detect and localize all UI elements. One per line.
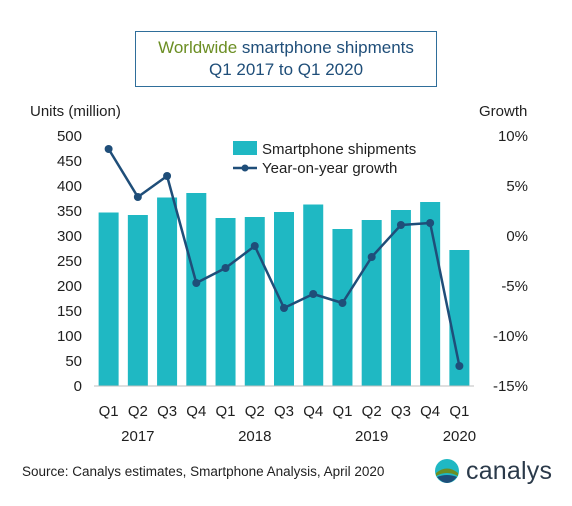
right-tick-label: -15% — [493, 378, 528, 395]
logo-text: canalys — [466, 456, 553, 485]
shipment-bar — [157, 197, 178, 386]
shipment-bar — [390, 210, 411, 386]
line-series — [104, 145, 464, 370]
x-year-label: 2019 — [355, 428, 388, 445]
shipment-bar — [186, 193, 207, 386]
x-axis-categories: Q1 Q2 Q3 Q4 Q1 Q2 Q3 Q4 Q1 Q2 Q3 Q4 Q1 — [99, 403, 470, 420]
growth-point — [163, 172, 172, 180]
x-category-label: Q1 — [99, 403, 119, 420]
left-tick-label: 350 — [57, 203, 82, 220]
shipment-bar — [98, 212, 119, 386]
left-tick-label: 400 — [57, 178, 82, 195]
growth-point — [338, 299, 347, 307]
left-axis-ticks: 0 50 100 150 200 250 300 350 400 450 500 — [57, 128, 82, 395]
chart-title-box: Worldwide smartphone shipments Q1 2017 t… — [135, 31, 437, 87]
left-axis-label: Units (million) — [30, 103, 121, 120]
x-category-label: Q1 — [216, 403, 236, 420]
x-category-label: Q4 — [186, 403, 206, 420]
canalys-globe-icon — [435, 459, 459, 483]
chart-title: Worldwide smartphone shipments — [136, 37, 436, 59]
growth-point — [367, 253, 376, 261]
chart-title-highlight: Worldwide — [158, 38, 238, 57]
chart-subtitle: Q1 2017 to Q1 2020 — [208, 60, 364, 79]
bar-series — [98, 193, 470, 386]
left-tick-label: 300 — [57, 228, 82, 245]
chart-title-rest: smartphone shipments — [237, 38, 414, 57]
right-tick-label: -5% — [501, 278, 528, 295]
x-category-label: Q4 — [303, 403, 323, 420]
shipment-bar — [215, 218, 236, 386]
growth-point — [104, 145, 113, 153]
right-tick-label: 0% — [506, 228, 528, 245]
growth-point — [426, 219, 435, 227]
x-year-label: 2018 — [238, 428, 271, 445]
legend-line-marker — [241, 164, 249, 172]
growth-point — [133, 193, 142, 201]
x-category-label: Q1 — [449, 403, 469, 420]
x-year-label: 2017 — [121, 428, 154, 445]
x-category-label: Q2 — [128, 403, 148, 420]
growth-point — [280, 304, 288, 312]
left-tick-label: 500 — [57, 128, 82, 145]
legend-bar-label: Smartphone shipments — [262, 141, 416, 158]
x-category-label: Q3 — [157, 403, 177, 420]
x-category-label: Q2 — [362, 403, 382, 420]
x-category-label: Q1 — [332, 403, 352, 420]
right-tick-label: 5% — [506, 178, 528, 195]
left-tick-label: 50 — [65, 353, 82, 370]
shipment-bar — [449, 250, 470, 386]
left-tick-label: 150 — [57, 303, 82, 320]
left-tick-label: 200 — [57, 278, 82, 295]
shipment-bar — [274, 212, 294, 386]
left-tick-label: 450 — [57, 153, 82, 170]
shipment-bar — [361, 220, 382, 386]
legend-bar-swatch — [233, 141, 257, 155]
growth-point — [250, 242, 259, 250]
growth-point — [221, 264, 230, 272]
growth-point — [309, 290, 318, 298]
source-note: Source: Canalys estimates, Smartphone An… — [22, 464, 385, 479]
growth-point — [396, 221, 405, 229]
x-category-label: Q4 — [420, 403, 440, 420]
right-tick-label: 10% — [498, 128, 528, 145]
shipment-bar — [420, 202, 441, 386]
left-tick-label: 250 — [57, 253, 82, 270]
x-year-label: 2020 — [443, 428, 476, 445]
growth-point — [455, 362, 464, 370]
left-tick-label: 100 — [57, 328, 82, 345]
left-tick-label: 0 — [74, 378, 82, 395]
right-axis-ticks: -15% -10% -5% 0% 5% 10% — [493, 128, 528, 395]
legend: Smartphone shipments Year-on-year growth — [233, 141, 416, 177]
growth-point — [192, 279, 201, 287]
x-axis-years: 2017 2018 2019 2020 — [121, 428, 476, 445]
x-category-label: Q2 — [245, 403, 265, 420]
shipment-bar — [332, 229, 353, 386]
canalys-logo: canalys — [434, 454, 552, 488]
shipment-bar — [127, 215, 148, 386]
x-category-label: Q3 — [391, 403, 411, 420]
legend-line-label: Year-on-year growth — [262, 160, 397, 177]
right-tick-label: -10% — [493, 328, 528, 345]
right-axis-label: Growth — [479, 103, 527, 120]
x-category-label: Q3 — [274, 403, 294, 420]
